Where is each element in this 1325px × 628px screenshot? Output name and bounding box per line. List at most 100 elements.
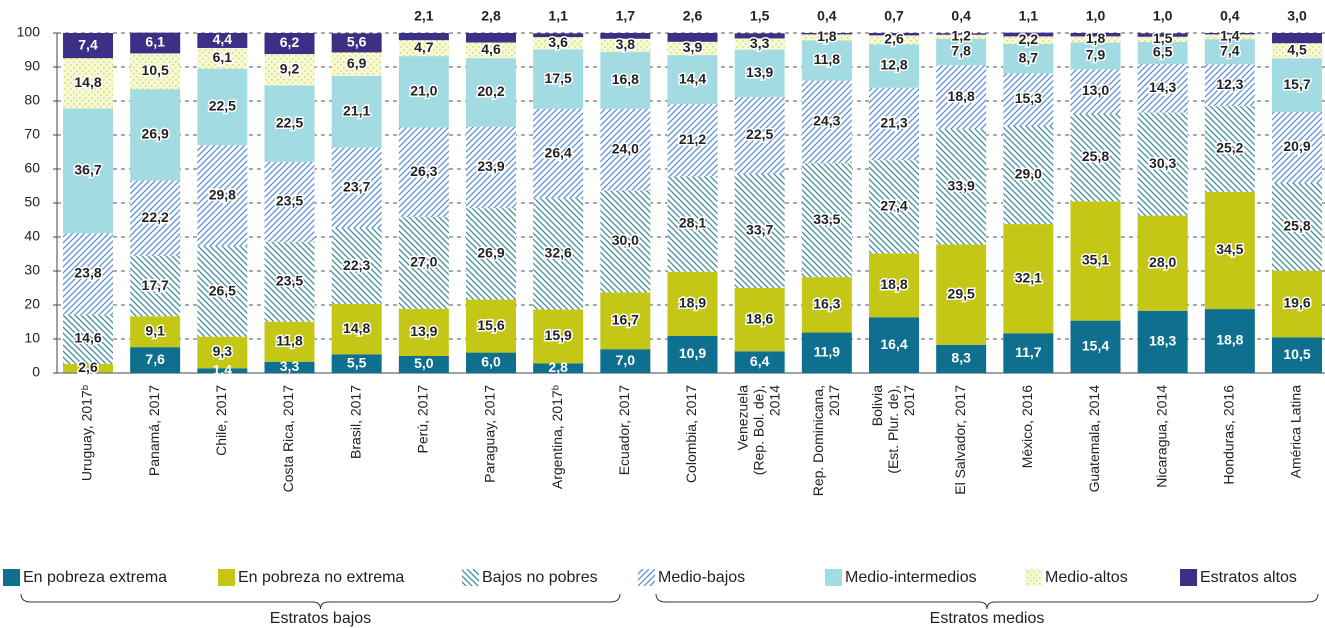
bar-segment	[936, 129, 987, 245]
bar-segment	[197, 246, 248, 337]
bar-segment	[801, 33, 852, 35]
bar-segment	[197, 47, 248, 69]
bar-segment	[667, 176, 718, 272]
value-label: 26,3	[410, 163, 437, 179]
value-label: 11,8	[276, 332, 303, 348]
bar-segment	[466, 299, 516, 353]
legend-label: Bajos no pobres	[482, 569, 598, 586]
value-label: 22,5	[276, 114, 303, 130]
bar-segment	[197, 33, 248, 48]
bar-segment	[331, 75, 382, 148]
value-label: 5,6	[347, 34, 367, 50]
bar-segment	[1003, 32, 1054, 37]
value-label: 26,4	[545, 144, 572, 160]
bar-segment	[466, 58, 516, 127]
bar-segment	[1204, 39, 1255, 65]
bar-segment	[533, 33, 584, 38]
bar-segment	[1003, 36, 1054, 44]
y-tick-label: 30	[24, 262, 40, 278]
bar-segment	[1204, 191, 1255, 310]
bar-segment	[1137, 33, 1188, 37]
value-label: 1,4	[213, 361, 233, 377]
bar-segment	[1204, 309, 1255, 373]
bar-segment	[734, 173, 785, 288]
value-label: 4,4	[213, 31, 233, 47]
bar-segment	[63, 314, 113, 364]
value-label: 35,1	[1082, 252, 1109, 268]
y-tick-label: 0	[32, 364, 40, 380]
value-label: 25,8	[1283, 218, 1310, 234]
value-label: 7,8	[951, 43, 971, 59]
value-label: 18,6	[746, 310, 773, 326]
y-tick-label: 10	[24, 330, 40, 346]
value-label: 3,3	[280, 358, 300, 374]
y-tick-label: 100	[17, 24, 41, 40]
bar-segment	[63, 33, 113, 59]
value-label: 30,3	[1149, 155, 1176, 171]
value-label: 22,2	[142, 209, 169, 225]
bar-segment	[1272, 182, 1322, 271]
bar-segment	[1070, 33, 1121, 37]
bar-segment	[197, 68, 248, 146]
bar-segment	[667, 335, 718, 373]
bar-segment	[1137, 41, 1188, 64]
value-label: 11,9	[814, 343, 841, 359]
x-tick-label: Venezuela(Rep. Bol. de),2014	[734, 385, 782, 475]
value-label: 2,6	[683, 8, 703, 24]
bar-segment	[533, 198, 584, 310]
value-label: 22,5	[746, 126, 773, 142]
legend-label: Medio-intermedios	[845, 569, 977, 586]
bar-segment	[1272, 337, 1322, 373]
bar-segment	[667, 104, 718, 177]
legend-swatch	[1025, 569, 1042, 586]
bar-segment	[734, 351, 785, 373]
value-label: 18,8	[1216, 332, 1243, 348]
value-label: 14,6	[74, 330, 101, 346]
value-label: 2,8	[481, 8, 501, 24]
value-label: 6,1	[213, 49, 233, 65]
value-label: 8,7	[1019, 49, 1039, 65]
value-label: 2,2	[1019, 31, 1039, 47]
legend-label: Estratos altos	[1200, 569, 1297, 586]
value-label: 2,6	[884, 31, 904, 47]
value-label: 21,1	[343, 102, 370, 118]
bar-segment	[466, 33, 516, 43]
bar-segment	[264, 33, 315, 55]
value-label: 28,1	[679, 215, 706, 231]
value-label: 3,3	[750, 35, 770, 51]
bar-segment	[398, 33, 449, 41]
x-tick-label: Guatemala, 2014	[1086, 385, 1102, 493]
bar-segment	[1272, 58, 1322, 112]
bar-segment	[1272, 270, 1322, 338]
value-label: 26,5	[209, 282, 236, 298]
bar-segment	[63, 108, 113, 234]
bar-segment	[331, 354, 382, 373]
bar-segment	[600, 33, 651, 39]
bar-segment	[63, 363, 113, 373]
bar-segment	[869, 87, 919, 161]
bar-segment	[1003, 43, 1054, 74]
value-label: 14,4	[679, 70, 706, 86]
value-label: 14,3	[1149, 79, 1176, 95]
legend-label: Medio-bajos	[658, 569, 745, 586]
value-label: 19,6	[1283, 295, 1310, 311]
legend-brace	[20, 593, 621, 610]
bar-segment	[1070, 36, 1121, 43]
legend-swatch	[825, 569, 842, 586]
bar-segment	[869, 253, 919, 318]
value-label: 16,3	[813, 296, 840, 312]
bar-segment	[1003, 125, 1054, 225]
value-label: 7,4	[1220, 42, 1240, 58]
bar-segment	[63, 58, 113, 109]
y-tick-label: 80	[24, 92, 40, 108]
bar-segment	[398, 40, 449, 57]
value-label: 7,9	[1086, 47, 1106, 63]
bar-segment	[667, 41, 718, 56]
bar-segment	[1204, 34, 1255, 40]
bar-segment	[1137, 63, 1188, 113]
value-label: 11,7	[1015, 344, 1042, 360]
value-label: 21,0	[410, 83, 437, 99]
value-label: 32,6	[545, 245, 572, 261]
x-tick-label: México, 2016	[1019, 385, 1035, 468]
